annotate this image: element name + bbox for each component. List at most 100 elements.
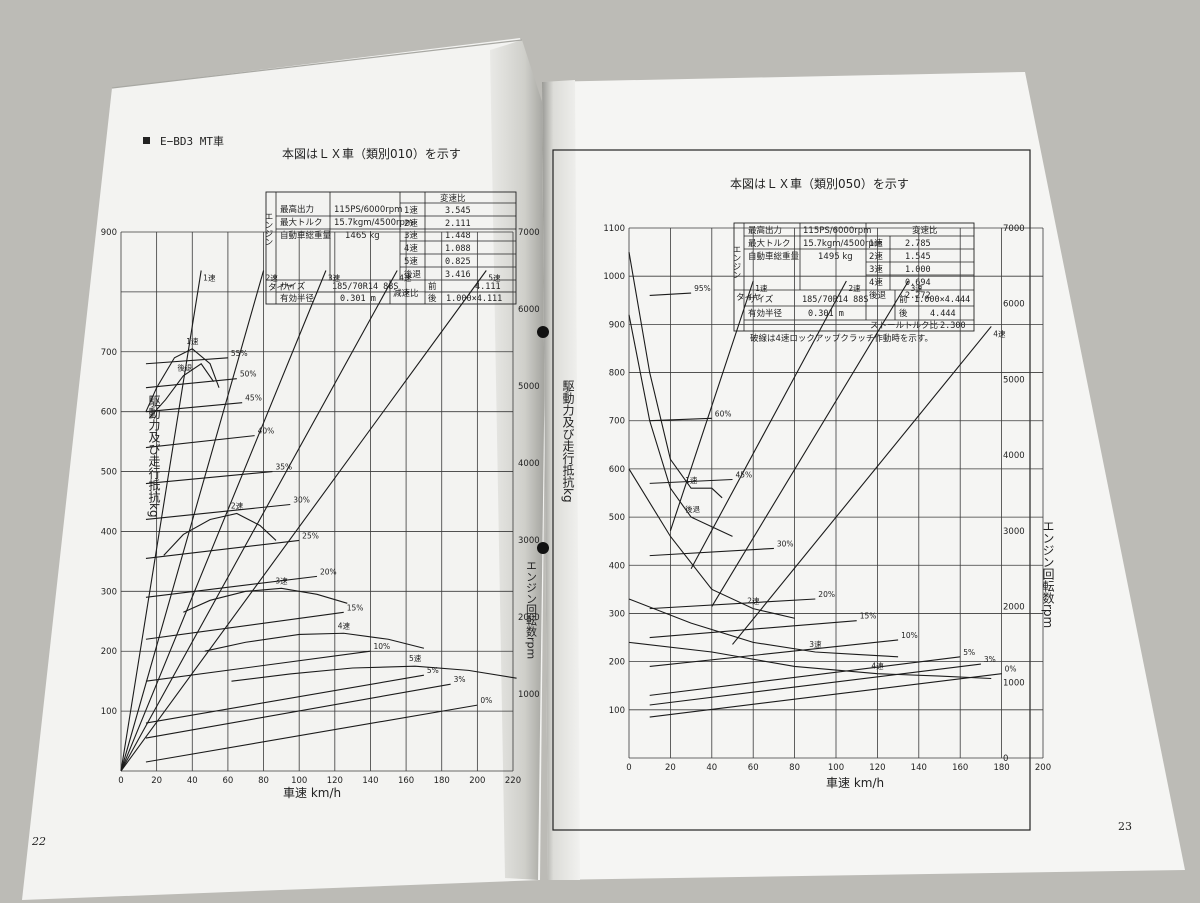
right-gear-ratio: 2.785 xyxy=(905,239,931,249)
left-gear-ratio: 2.111 xyxy=(445,219,471,229)
drive-force-curve xyxy=(628,468,795,619)
right-spec-value: 15.7kgm/4500rpm xyxy=(803,239,882,249)
right-y2label: エンジン回転数rpm xyxy=(1041,520,1055,628)
x-tick-label: 140 xyxy=(362,776,378,786)
left-y2label: エンジン回転数rpm xyxy=(525,560,538,659)
left-tire-side-label: タイヤ xyxy=(268,283,293,293)
y-tick-label: 100 xyxy=(101,707,117,717)
x-tick-label: 20 xyxy=(151,776,162,786)
left-spec-value: 15.7kgm/4500rpm xyxy=(334,218,413,228)
right-ylabel: 駆動力及び走行抵抗kg xyxy=(561,380,575,503)
right-gear-ratio: 0.694 xyxy=(905,278,931,288)
right-tire-side-label: タイヤ xyxy=(736,293,761,303)
grade-label: 0% xyxy=(1005,665,1017,674)
resistance-line xyxy=(649,598,816,610)
right-gear-ratio: 2.272 xyxy=(905,291,931,301)
y-tick-label: 100 xyxy=(609,706,625,716)
drive-force-curve xyxy=(145,348,220,412)
left-tire-label: 有効半径 xyxy=(280,293,315,304)
grade-label: 35% xyxy=(275,463,292,472)
gear-label: 1速 xyxy=(186,337,199,346)
left-gear-ratio: 3.416 xyxy=(445,270,471,280)
resistance-line xyxy=(649,417,712,422)
grade-label: 60% xyxy=(715,409,732,418)
right-tire-value: 185/70R14 88S xyxy=(802,295,869,305)
right-page xyxy=(542,72,1185,880)
right-reduction-row-value: 4.444 xyxy=(930,309,956,319)
y2-tick-label: 6000 xyxy=(518,305,540,315)
left-title: 本図はＬＸ車（類別010）を示す xyxy=(282,147,461,161)
gear-label: 2速 xyxy=(231,501,244,510)
right-chart: 0 20 40 60 80 100 120 140 160 180 200 100 200 300 400 5… xyxy=(603,224,1051,773)
gear-label: 3速 xyxy=(809,640,822,649)
right-gear-ratio: 1.545 xyxy=(905,252,931,262)
y-tick-label: 900 xyxy=(101,228,117,238)
y-tick-label: 700 xyxy=(101,348,117,358)
left-ylabel: 駆動力及び走行抵抗kg xyxy=(147,395,161,518)
x-tick-label: 180 xyxy=(993,763,1009,773)
right-tire-label: 有効半径 xyxy=(748,308,783,319)
resistance-line xyxy=(649,663,981,706)
x-tick-label: 120 xyxy=(869,763,885,773)
grade-label: 10% xyxy=(373,642,390,651)
gear-label: 5速 xyxy=(409,654,422,663)
x-tick-label: 20 xyxy=(665,763,676,773)
drive-force-curve xyxy=(628,251,723,499)
left-gear-header: 変速比 xyxy=(440,193,466,204)
grade-label: 45% xyxy=(736,471,753,480)
x-tick-label: 100 xyxy=(291,776,307,786)
left-gear-ratio: 1.448 xyxy=(445,231,471,241)
resistance-line xyxy=(649,478,733,484)
y-tick-label: 200 xyxy=(101,647,117,657)
resistance-line xyxy=(145,539,300,559)
left-page-number: 22 xyxy=(31,835,46,848)
gear-label: 4速 xyxy=(338,621,351,630)
drive-force-curve xyxy=(628,314,733,537)
binding-hole xyxy=(537,326,549,338)
left-spec-table: エンジン 最高出力 115PS/6000rpm 最大トルク 15.7kgm/45… xyxy=(263,191,517,305)
left-header: E−BD3 MT車 xyxy=(160,134,224,148)
left-reduction-row-label: 前 xyxy=(428,281,437,292)
left-spec-label: 最大トルク xyxy=(280,217,323,228)
engine-speed-label: 1速 xyxy=(203,274,216,283)
y-tick-label: 300 xyxy=(609,609,625,619)
grade-label: 30% xyxy=(293,495,310,504)
grade-label: 20% xyxy=(320,567,337,576)
right-spec-label: 自動車総重量 xyxy=(748,251,800,262)
drive-force-curve xyxy=(149,362,215,419)
resistance-line xyxy=(145,435,255,449)
y-tick-label: 500 xyxy=(609,513,625,523)
resistance-line xyxy=(649,673,1002,718)
left-reduction-row-value: 4.111 xyxy=(475,282,501,292)
grade-label: 0% xyxy=(480,696,492,705)
x-tick-label: 60 xyxy=(748,763,759,773)
resistance-line xyxy=(145,674,425,724)
y2-tick-label: 1000 xyxy=(518,690,540,700)
resistance-line xyxy=(145,704,478,763)
resistance-line xyxy=(649,292,692,297)
x-tick-label: 200 xyxy=(1035,763,1051,773)
header-square-icon xyxy=(143,137,150,144)
x-tick-label: 80 xyxy=(789,763,800,773)
resistance-line xyxy=(649,547,774,557)
engine-speed-line xyxy=(732,326,992,645)
y-tick-label: 400 xyxy=(609,561,625,571)
left-gear: 1速 xyxy=(404,206,418,216)
left-gear-ratio: 0.825 xyxy=(445,257,471,267)
grade-label: 25% xyxy=(302,531,319,540)
right-spec-value: 1495 kg xyxy=(818,252,853,262)
y2-tick-label: 5000 xyxy=(1003,375,1025,385)
x-tick-label: 180 xyxy=(434,776,450,786)
right-frame xyxy=(552,149,1031,831)
right-xlabel: 車速 km/h xyxy=(826,776,884,790)
left-gear: 5速 xyxy=(404,257,418,267)
left-gear: 2速 xyxy=(404,219,418,229)
y-tick-label: 400 xyxy=(101,527,117,537)
grade-label: 40% xyxy=(258,427,275,436)
x-tick-label: 0 xyxy=(626,763,631,773)
right-spec-label: 最大トルク xyxy=(748,238,791,249)
x-tick-label: 100 xyxy=(828,763,844,773)
right-stall-value: 2.300 xyxy=(940,321,966,331)
chart-grid xyxy=(628,227,1044,759)
right-tire-value: 0.301 m xyxy=(808,309,844,319)
